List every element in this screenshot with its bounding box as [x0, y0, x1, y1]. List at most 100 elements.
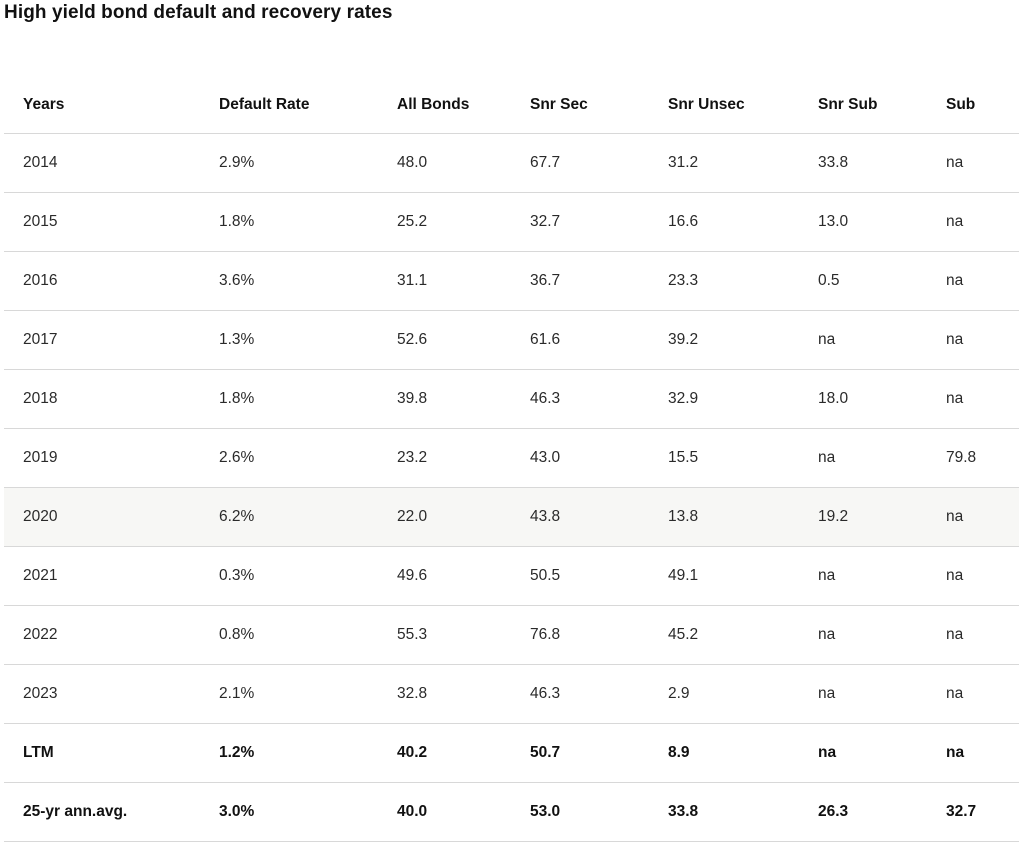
table-cell: 52.6 [378, 310, 511, 370]
table-cell: 2017 [4, 310, 200, 370]
table-cell: 19.2 [799, 487, 927, 547]
table-cell: 2.1% [200, 664, 378, 724]
table-cell: 32.7 [511, 192, 649, 252]
table-row: 2023 2.1% 32.8 46.3 2.9 na na [4, 664, 1019, 724]
table-cell: 79.8 [927, 428, 1019, 488]
table-cell: 61.6 [511, 310, 649, 370]
table-cell: 2023 [4, 664, 200, 724]
table-cell: 36.7 [511, 251, 649, 311]
table-cell: 1.8% [200, 192, 378, 252]
table-cell: 67.7 [511, 133, 649, 193]
table-cell: 2021 [4, 546, 200, 606]
table-cell: na [927, 251, 1019, 311]
table-cell: 39.2 [649, 310, 799, 370]
table-cell: 1.8% [200, 369, 378, 429]
table-cell: 13.8 [649, 487, 799, 547]
table-cell: 2.9% [200, 133, 378, 193]
table-cell: 50.7 [511, 723, 649, 783]
table-cell: 2020 [4, 487, 200, 547]
table-cell: 31.1 [378, 251, 511, 311]
table-cell: 48.0 [378, 133, 511, 193]
table-cell: 46.3 [511, 664, 649, 724]
table-cell: 32.9 [649, 369, 799, 429]
table-cell: 2015 [4, 192, 200, 252]
column-header-years: Years [4, 77, 200, 134]
table-cell: 0.3% [200, 546, 378, 606]
table-cell: 3.0% [200, 782, 378, 842]
table-cell: 2.9 [649, 664, 799, 724]
table-cell: 43.8 [511, 487, 649, 547]
table-cell: 1.2% [200, 723, 378, 783]
table-cell: 13.0 [799, 192, 927, 252]
table-cell: 18.0 [799, 369, 927, 429]
table-cell: 32.7 [927, 782, 1019, 842]
table-cell: 49.6 [378, 546, 511, 606]
table-cell: na [927, 487, 1019, 547]
table-cell: na [927, 723, 1019, 783]
table-row: 2021 0.3% 49.6 50.5 49.1 na na [4, 546, 1019, 606]
table-cell: 46.3 [511, 369, 649, 429]
default-recovery-table: Years Default Rate All Bonds Snr Sec Snr… [4, 77, 1019, 842]
table-cell: 76.8 [511, 605, 649, 665]
column-header-sub: Sub [927, 77, 1019, 134]
table-cell: 45.2 [649, 605, 799, 665]
table-cell: 40.0 [378, 782, 511, 842]
table-cell: na [799, 605, 927, 665]
table-cell: na [799, 723, 927, 783]
table-cell: 26.3 [799, 782, 927, 842]
table-cell: 33.8 [649, 782, 799, 842]
table-cell: 53.0 [511, 782, 649, 842]
table-cell: 22.0 [378, 487, 511, 547]
table-cell: 2018 [4, 369, 200, 429]
table-row-ltm: LTM 1.2% 40.2 50.7 8.9 na na [4, 723, 1019, 783]
table-cell: 50.5 [511, 546, 649, 606]
column-header-snr-unsec: Snr Unsec [649, 77, 799, 134]
column-header-snr-sec: Snr Sec [511, 77, 649, 134]
table-cell: na [927, 664, 1019, 724]
table-cell: LTM [4, 723, 200, 783]
table-cell: 39.8 [378, 369, 511, 429]
table-cell: na [799, 428, 927, 488]
table-cell: 23.2 [378, 428, 511, 488]
table-cell: na [927, 369, 1019, 429]
column-header-default-rate: Default Rate [200, 77, 378, 134]
table-cell: 25-yr ann.avg. [4, 782, 200, 842]
table-cell: na [927, 133, 1019, 193]
table-cell: 32.8 [378, 664, 511, 724]
table-cell: 3.6% [200, 251, 378, 311]
table-row-average: 25-yr ann.avg. 3.0% 40.0 53.0 33.8 26.3 … [4, 782, 1019, 842]
table-cell: na [927, 605, 1019, 665]
table-cell: 2.6% [200, 428, 378, 488]
table-cell: 2014 [4, 133, 200, 193]
table-row: 2014 2.9% 48.0 67.7 31.2 33.8 na [4, 133, 1019, 193]
table-cell: 2016 [4, 251, 200, 311]
table-cell: 55.3 [378, 605, 511, 665]
page-title: High yield bond default and recovery rat… [4, 2, 393, 23]
table-cell: 0.5 [799, 251, 927, 311]
table-cell: 40.2 [378, 723, 511, 783]
table-cell: 8.9 [649, 723, 799, 783]
table-cell: 15.5 [649, 428, 799, 488]
table-cell: na [927, 546, 1019, 606]
table-row: 2019 2.6% 23.2 43.0 15.5 na 79.8 [4, 428, 1019, 488]
table-cell: na [927, 192, 1019, 252]
table-row: 2017 1.3% 52.6 61.6 39.2 na na [4, 310, 1019, 370]
column-header-snr-sub: Snr Sub [799, 77, 927, 134]
table-cell: 23.3 [649, 251, 799, 311]
table-cell: 1.3% [200, 310, 378, 370]
table-row: 2016 3.6% 31.1 36.7 23.3 0.5 na [4, 251, 1019, 311]
table-cell: 25.2 [378, 192, 511, 252]
table-cell: 49.1 [649, 546, 799, 606]
table-cell: na [799, 310, 927, 370]
table-row: 2015 1.8% 25.2 32.7 16.6 13.0 na [4, 192, 1019, 252]
table-cell: 33.8 [799, 133, 927, 193]
column-header-all-bonds: All Bonds [378, 77, 511, 134]
table-cell: na [927, 310, 1019, 370]
table-cell: 31.2 [649, 133, 799, 193]
table-cell: 6.2% [200, 487, 378, 547]
table-row: 2018 1.8% 39.8 46.3 32.9 18.0 na [4, 369, 1019, 429]
table-cell: 0.8% [200, 605, 378, 665]
table-cell: 2019 [4, 428, 200, 488]
table-header-row: Years Default Rate All Bonds Snr Sec Snr… [4, 77, 1019, 134]
table-cell: na [799, 664, 927, 724]
